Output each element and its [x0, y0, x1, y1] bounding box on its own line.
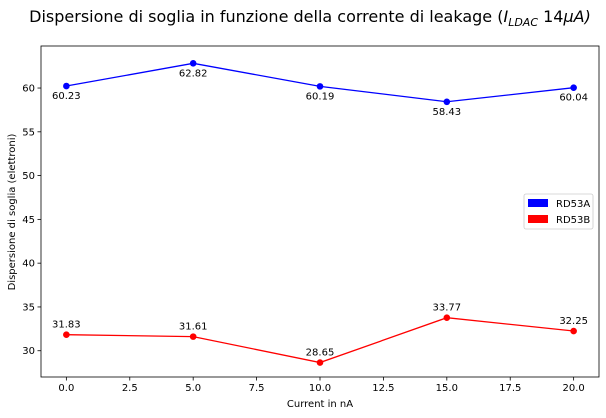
- data-label-rd53a: 60.04: [559, 93, 588, 104]
- y-tick-label: 30: [22, 346, 35, 357]
- data-label-rd53b: 31.61: [179, 322, 208, 333]
- legend-label-rd53a: RD53A: [556, 199, 590, 210]
- legend-label-rd53b: RD53B: [556, 215, 590, 226]
- y-tick-label: 45: [22, 215, 35, 226]
- data-point-rd53a: [189, 60, 197, 67]
- chart-title-number: 14: [538, 7, 563, 26]
- y-tick-label: 60: [22, 84, 35, 95]
- x-tick-label: 0.0: [58, 383, 74, 394]
- y-tick-label: 55: [22, 127, 35, 138]
- x-tick-label: 20.0: [563, 383, 585, 394]
- chart-title-mu: μ: [562, 7, 573, 26]
- data-label-rd53a: 58.43: [432, 107, 461, 118]
- data-point-rd53a: [570, 84, 577, 91]
- data-label-rd53a: 62.82: [179, 68, 208, 79]
- data-point-rd53b: [316, 359, 324, 366]
- x-tick-label: 12.5: [372, 383, 394, 394]
- legend-swatch-rd53a: [528, 199, 548, 207]
- x-tick-label: 7.5: [249, 383, 265, 394]
- data-label-rd53b: 31.83: [52, 320, 81, 331]
- data-label-rd53a: 60.23: [52, 91, 81, 102]
- series-lines: [63, 60, 577, 366]
- data-label-rd53a: 60.19: [306, 91, 335, 102]
- chart-title-text: Dispersione di soglia in funzione della …: [29, 7, 503, 26]
- y-tick-label: 50: [22, 171, 35, 182]
- y-axis-label: Dispersione di soglia (elettroni): [7, 134, 18, 291]
- data-label-rd53b: 33.77: [432, 303, 461, 314]
- plot-frame: [40, 45, 600, 378]
- chart-title-subscript: LDAC: [508, 16, 538, 29]
- x-axis-label: Current in nA: [287, 399, 353, 410]
- data-point-rd53a: [443, 98, 451, 106]
- x-tick-label: 5.0: [185, 383, 201, 394]
- data-point-rd53b: [189, 333, 197, 340]
- y-tick-label: 35: [22, 302, 35, 313]
- data-point-rd53a: [63, 82, 70, 90]
- chart-title-unit: A): [573, 7, 591, 26]
- x-tick-label: 10.0: [309, 383, 331, 394]
- chart-title: Dispersione di soglia in funzione della …: [29, 7, 591, 29]
- data-point-rd53b: [63, 331, 70, 339]
- data-point-rd53a: [316, 83, 324, 90]
- data-labels: 60.23 62.82 60.19 58.43 60.04 31.83 31.61 28.65…: [52, 68, 588, 358]
- x-tick-label: 2.5: [122, 383, 138, 394]
- legend-swatch-rd53b: [528, 215, 548, 223]
- data-point-rd53b: [570, 327, 577, 335]
- data-label-rd53b: 28.65: [306, 348, 335, 359]
- x-tick-label: 15.0: [436, 383, 458, 394]
- axes: 0.0 2.5 5.0 7.5 10.0 12.5 15.0 17.5 20.0 30 35 40 45…: [22, 84, 585, 394]
- chart-title-variable: I: [503, 7, 508, 26]
- data-label-rd53b: 32.25: [559, 316, 588, 327]
- data-point-rd53b: [443, 314, 451, 322]
- y-tick-label: 40: [22, 259, 35, 270]
- x-tick-label: 17.5: [499, 383, 521, 394]
- legend: RD53A RD53B: [523, 193, 594, 230]
